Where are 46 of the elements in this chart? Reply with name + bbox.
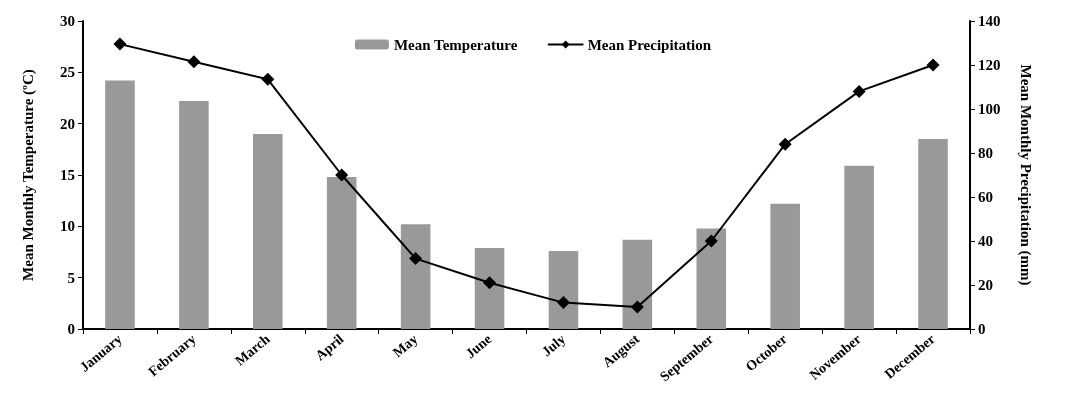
bar	[400, 224, 431, 329]
y2-tick-label: 20	[978, 277, 993, 293]
bar	[548, 250, 579, 329]
bar	[696, 228, 727, 329]
y-tick-label: 20	[60, 115, 75, 132]
y2-tick-label: 140	[978, 13, 1001, 29]
y-tick-label: 0	[67, 321, 75, 337]
point	[630, 300, 644, 314]
y2-tick-label: 40	[978, 233, 993, 249]
y-tick-label: 25	[60, 64, 75, 81]
y-tick-label: 15	[60, 167, 75, 183]
bar	[844, 165, 874, 329]
point	[926, 58, 940, 72]
legend-label: Mean Temperature	[393, 36, 518, 53]
y2-tick-label: 0	[978, 321, 986, 337]
point	[704, 234, 718, 248]
y2-tick-label: 100	[978, 101, 1001, 117]
y2-tick-label: 80	[978, 145, 993, 161]
bar	[105, 80, 135, 329]
point	[778, 137, 792, 151]
y2-tick-label: 120	[978, 57, 1001, 73]
bar	[770, 203, 800, 329]
y-tick-label: 10	[60, 218, 75, 235]
legend-label: Mean Precipitation	[587, 36, 712, 53]
point	[556, 296, 570, 310]
bar	[253, 133, 283, 329]
bar	[622, 239, 653, 329]
point	[187, 55, 201, 69]
point	[852, 84, 866, 98]
y-tick-label: 5	[67, 269, 75, 286]
point	[483, 276, 497, 290]
x-tick-label: May	[389, 331, 421, 361]
bar	[179, 101, 209, 329]
point	[113, 37, 127, 51]
y2-axis-title: Mean Monthly Precipitation (mm)	[1016, 64, 1034, 286]
bar	[918, 139, 948, 329]
point	[335, 168, 349, 182]
y-tick-label: 30	[60, 13, 75, 29]
bar	[474, 247, 505, 329]
point	[409, 252, 423, 266]
point	[261, 72, 275, 86]
y-axis-title: Mean Monthly Temperature (ºC)	[19, 69, 37, 281]
x-tick-label: June	[462, 331, 495, 362]
x-tick-label: July	[538, 331, 569, 360]
bar	[326, 177, 357, 329]
y2-tick-label: 60	[978, 189, 993, 205]
